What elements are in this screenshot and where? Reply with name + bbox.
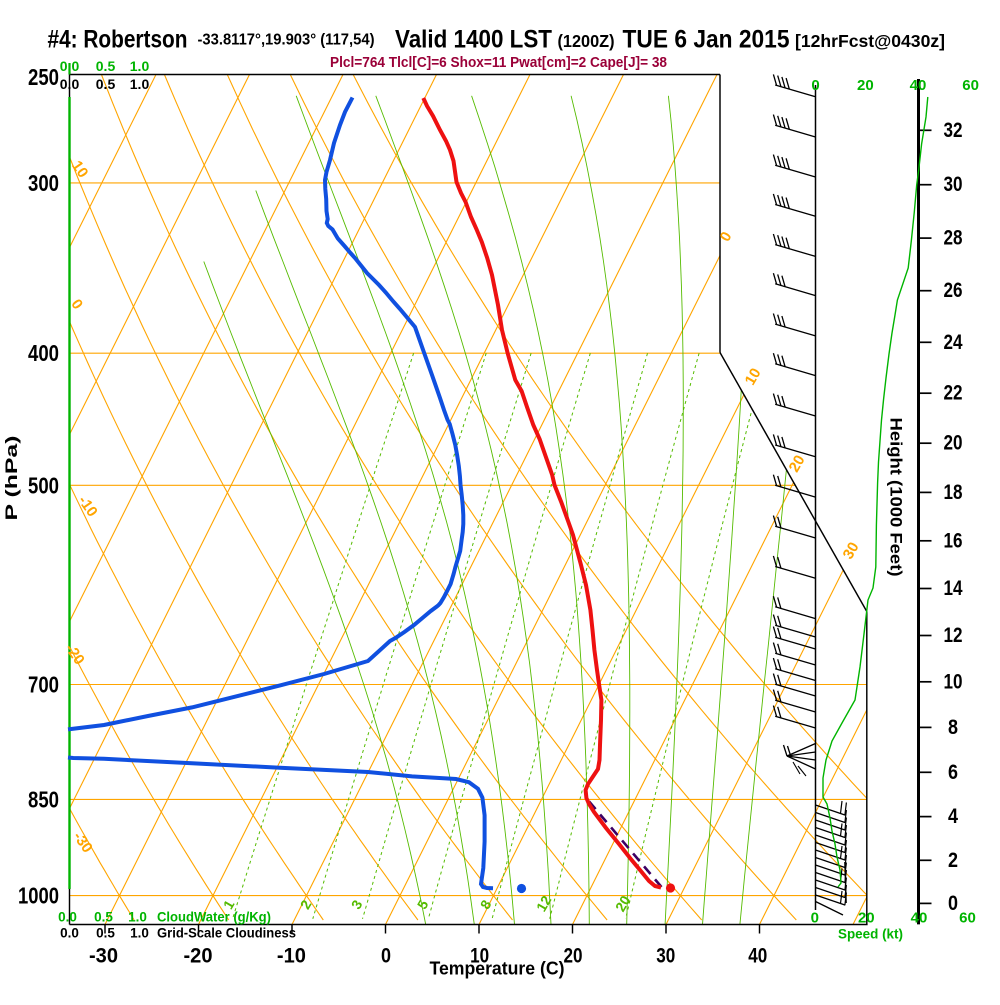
- svg-text:#4: Robertson: #4: Robertson: [48, 26, 188, 54]
- svg-text:300: 300: [28, 170, 59, 196]
- svg-text:20: 20: [857, 77, 874, 94]
- svg-text:30: 30: [944, 173, 963, 196]
- svg-text:8: 8: [948, 716, 958, 739]
- svg-text:22: 22: [944, 382, 963, 405]
- svg-text:40: 40: [910, 77, 927, 94]
- svg-text:1.0: 1.0: [130, 76, 150, 92]
- svg-text:TUE 6 Jan 2015: TUE 6 Jan 2015: [623, 26, 790, 54]
- svg-text:20: 20: [944, 432, 963, 455]
- svg-text:0: 0: [381, 945, 391, 968]
- svg-text:0: 0: [811, 910, 819, 927]
- svg-text:0: 0: [811, 77, 819, 94]
- svg-text:32: 32: [944, 119, 963, 142]
- svg-text:18: 18: [944, 481, 963, 504]
- svg-text:-20: -20: [184, 945, 213, 968]
- svg-text:10: 10: [742, 365, 765, 388]
- svg-text:-33.8117°,19.903° (117,54): -33.8117°,19.903° (117,54): [198, 32, 375, 49]
- svg-text:20: 20: [858, 910, 875, 927]
- svg-text:Temperature (C): Temperature (C): [430, 959, 565, 979]
- svg-text:20: 20: [612, 893, 634, 915]
- svg-text:40: 40: [748, 945, 767, 968]
- svg-text:(1200Z): (1200Z): [558, 31, 615, 51]
- svg-text:0.5: 0.5: [96, 76, 116, 92]
- svg-text:4: 4: [948, 805, 958, 828]
- svg-text:850: 850: [28, 786, 59, 812]
- svg-text:0.5: 0.5: [94, 910, 113, 925]
- svg-text:400: 400: [28, 340, 59, 366]
- svg-text:-10: -10: [277, 945, 306, 968]
- svg-text:26: 26: [944, 279, 963, 302]
- svg-text:Plcl=764 Tlcl[C]=6 Shox=11 Pwa: Plcl=764 Tlcl[C]=6 Shox=11 Pwat[cm]=2 Ca…: [330, 55, 667, 71]
- svg-text:CloudWater (g/Kg): CloudWater (g/Kg): [157, 909, 271, 925]
- svg-text:30: 30: [656, 945, 675, 968]
- svg-text:Valid 1400 LST: Valid 1400 LST: [395, 26, 552, 54]
- svg-text:6: 6: [948, 761, 958, 784]
- svg-text:20: 20: [564, 945, 583, 968]
- svg-text:0.5: 0.5: [96, 58, 116, 74]
- svg-text:10: 10: [470, 945, 489, 968]
- svg-text:Height (1000 Feet): Height (1000 Feet): [887, 418, 906, 577]
- svg-text:28: 28: [944, 227, 963, 250]
- svg-text:2: 2: [948, 849, 958, 872]
- svg-text:0.0: 0.0: [60, 926, 79, 941]
- svg-text:1.0: 1.0: [130, 58, 150, 74]
- svg-text:1.0: 1.0: [128, 910, 147, 925]
- svg-text:[12hrFcst@0430z]: [12hrFcst@0430z]: [795, 31, 945, 51]
- svg-text:0.0: 0.0: [60, 58, 80, 74]
- svg-text:10: 10: [68, 158, 91, 181]
- svg-text:Grid-Scale Cloudiness: Grid-Scale Cloudiness: [157, 925, 296, 941]
- svg-text:0.0: 0.0: [60, 76, 80, 92]
- svg-text:250: 250: [28, 64, 59, 90]
- svg-text:24: 24: [944, 331, 963, 354]
- svg-text:700: 700: [28, 672, 59, 698]
- svg-text:60: 60: [962, 77, 979, 94]
- svg-text:10: 10: [944, 670, 963, 693]
- svg-text:1.0: 1.0: [130, 926, 149, 941]
- svg-text:0.5: 0.5: [96, 926, 115, 941]
- svg-text:0: 0: [948, 892, 958, 915]
- svg-text:16: 16: [944, 529, 963, 552]
- svg-text:40: 40: [911, 910, 928, 927]
- svg-text:14: 14: [944, 577, 963, 600]
- svg-text:P (hPa): P (hPa): [2, 436, 21, 521]
- svg-text:Speed (kt): Speed (kt): [838, 926, 903, 942]
- svg-text:12: 12: [533, 893, 555, 915]
- svg-text:30: 30: [840, 539, 863, 562]
- svg-text:0.0: 0.0: [58, 910, 77, 925]
- svg-text:20: 20: [786, 452, 809, 475]
- svg-text:60: 60: [959, 910, 976, 927]
- svg-text:500: 500: [28, 472, 59, 498]
- svg-text:-30: -30: [89, 945, 118, 968]
- svg-text:12: 12: [944, 624, 963, 647]
- svg-text:1000: 1000: [18, 883, 59, 909]
